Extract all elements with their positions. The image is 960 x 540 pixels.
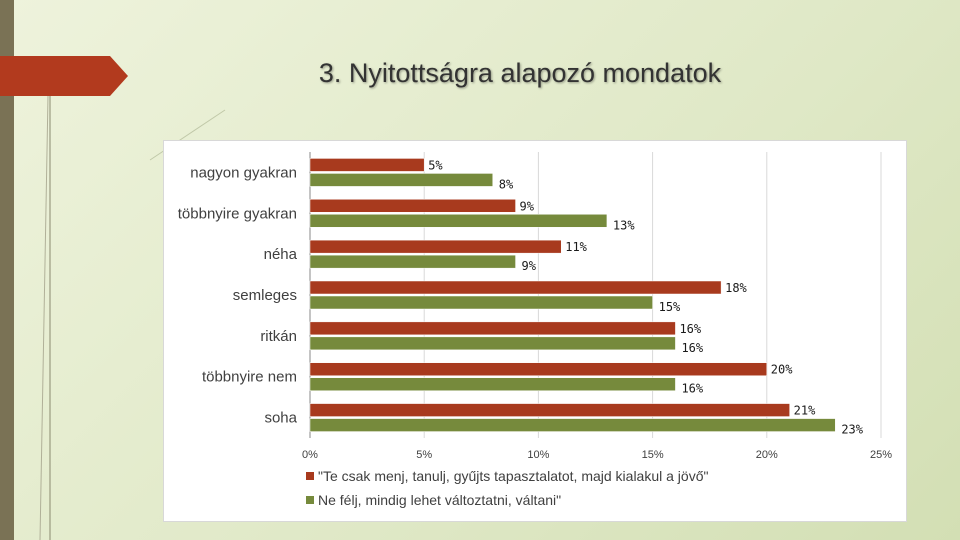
x-tick-label: 15%: [642, 449, 664, 461]
grid-lines: [309, 152, 882, 438]
category-label: nagyon gyakran: [190, 164, 297, 181]
category-label: néha: [264, 246, 298, 263]
data-label: 15%: [659, 300, 681, 314]
bar: [309, 418, 836, 432]
category-label: soha: [264, 410, 297, 427]
x-tick-label: 5%: [416, 449, 432, 461]
data-label: 11%: [565, 240, 587, 254]
bar: [309, 362, 768, 376]
data-label: 9%: [522, 259, 537, 273]
bar: [309, 280, 722, 295]
category-label: többnyire nem: [202, 369, 297, 386]
slide-title: 3. Nyitottságra alapozó mondatok: [318, 58, 722, 88]
bar: [309, 403, 790, 417]
x-tick-label: 20%: [756, 449, 778, 461]
left-accent-bar: [0, 0, 14, 540]
bar: [309, 214, 608, 228]
bar: [309, 173, 493, 187]
labels: 0% 5% 10% 15% 20% 25% nagyon gyakran 5% 8% többny…: [178, 158, 892, 461]
legend: "Te csak menj, tanulj, gyűjts tapasztala…: [306, 468, 708, 508]
legend-entry: "Te csak menj, tanulj, gyűjts tapasztala…: [318, 468, 708, 484]
bar: [309, 158, 425, 172]
x-tick-label: 25%: [870, 449, 892, 461]
category-label: semleges: [233, 287, 297, 304]
bar: [309, 321, 676, 336]
bar: [309, 239, 562, 254]
data-label: 16%: [681, 341, 703, 355]
x-tick-label: 0%: [302, 449, 318, 461]
data-label: 9%: [520, 199, 535, 213]
category-label: ritkán: [260, 328, 297, 345]
data-label: 20%: [771, 363, 793, 377]
x-tick-label: 10%: [527, 449, 549, 461]
data-label: 23%: [841, 423, 863, 437]
bar: [309, 199, 516, 213]
data-label: 13%: [613, 218, 635, 232]
legend-swatch: [306, 496, 314, 504]
data-label: 18%: [725, 281, 747, 295]
bar: [309, 377, 676, 391]
data-label: 8%: [499, 177, 514, 191]
data-label: 16%: [679, 322, 701, 336]
category-label: többnyire gyakran: [178, 205, 297, 222]
bar: [309, 336, 676, 351]
bar: [309, 254, 516, 269]
data-label: 5%: [428, 158, 443, 172]
data-label: 21%: [794, 404, 816, 418]
bar: [309, 295, 653, 310]
data-label: 16%: [681, 382, 703, 396]
bars: [309, 158, 836, 432]
legend-swatch: [306, 472, 314, 480]
legend-entry: Ne félj, mindig lehet változtatni, válta…: [318, 492, 561, 508]
red-arrow-shape: [0, 56, 128, 96]
